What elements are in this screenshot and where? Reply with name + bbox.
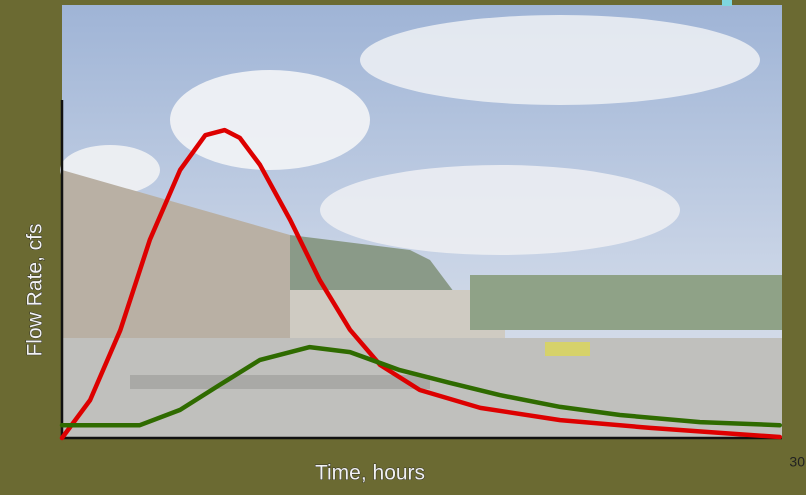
x-axis-label: Time, hours: [315, 462, 425, 485]
series-line: [59, 344, 783, 428]
page-number: 30: [789, 454, 805, 470]
background-photo: [60, 0, 782, 438]
series-line: [59, 127, 783, 441]
y-axis-label: Flow Rate, cfs: [24, 223, 47, 356]
